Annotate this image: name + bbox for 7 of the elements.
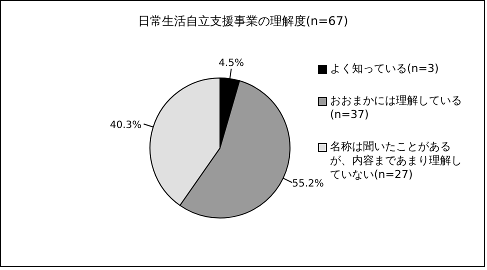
legend-label: おおまかには理解している(n=37) [330,94,463,122]
data-label: 4.5% [218,58,244,69]
legend-label: よく知っている(n=3) [330,62,439,76]
chart-title: 日常生活自立支援事業の理解度(n=67) [138,14,348,28]
data-label: 40.3% [110,120,142,131]
legend-label: 名称は聞いたことがあるが、内容まであまり理解していない(n=27) [330,140,463,182]
data-label: 55.2% [292,178,324,190]
